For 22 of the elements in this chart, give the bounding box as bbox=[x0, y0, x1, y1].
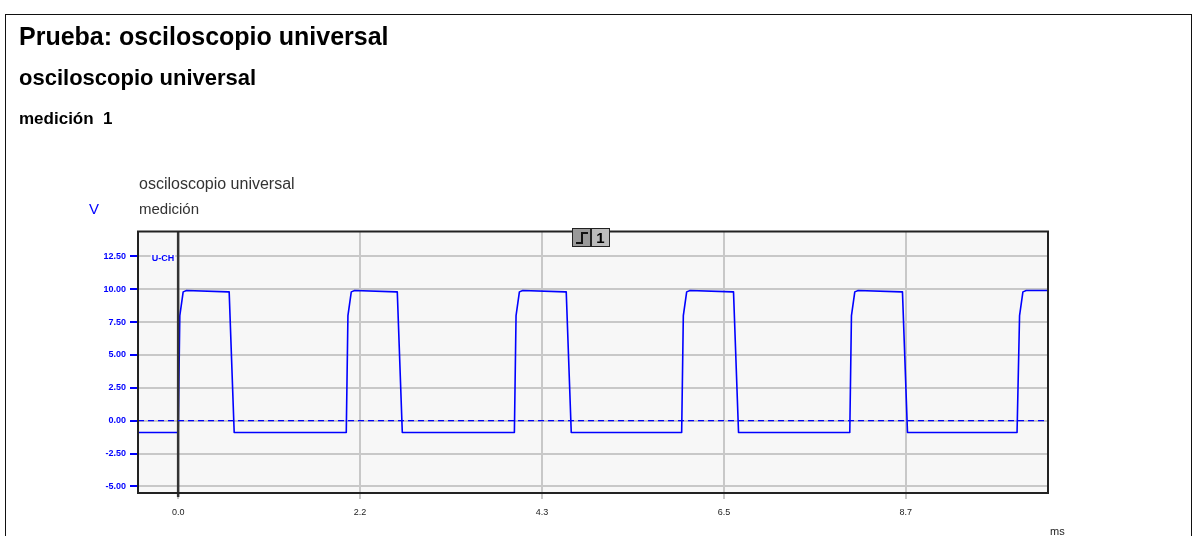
x-tick-label: 2.2 bbox=[353, 506, 367, 517]
x-tick-label: 6.5 bbox=[717, 506, 731, 517]
y-tick-label: 7.50 bbox=[108, 316, 126, 327]
x-axis-title: ms bbox=[1050, 525, 1065, 536]
text: medición 1 bbox=[19, 109, 113, 129]
y-tick-label: 5.00 bbox=[108, 349, 126, 360]
chart-title: Prueba: osciloscopio universal bbox=[19, 22, 389, 51]
chart-subtitle: osciloscopio universal bbox=[19, 65, 257, 91]
annotation: U-CH bbox=[151, 252, 175, 263]
y-tick-label: 12.50 bbox=[103, 250, 126, 261]
text: osciloscopio universal bbox=[139, 175, 295, 193]
y-tick-label: -5.00 bbox=[105, 480, 126, 491]
x-tick-label: 8.7 bbox=[899, 506, 913, 517]
y-axis-title: V bbox=[89, 200, 100, 217]
y-tick-label: 2.50 bbox=[108, 382, 126, 393]
x-tick-label: 0.0 bbox=[171, 506, 185, 517]
y-tick-label: -2.50 bbox=[105, 448, 126, 459]
annotation: 1 bbox=[591, 228, 610, 247]
y-tick-label: 10.00 bbox=[103, 283, 126, 294]
y-tick-label: 0.00 bbox=[108, 415, 126, 426]
text: medición bbox=[139, 200, 200, 217]
x-tick-label: 4.3 bbox=[535, 506, 549, 517]
